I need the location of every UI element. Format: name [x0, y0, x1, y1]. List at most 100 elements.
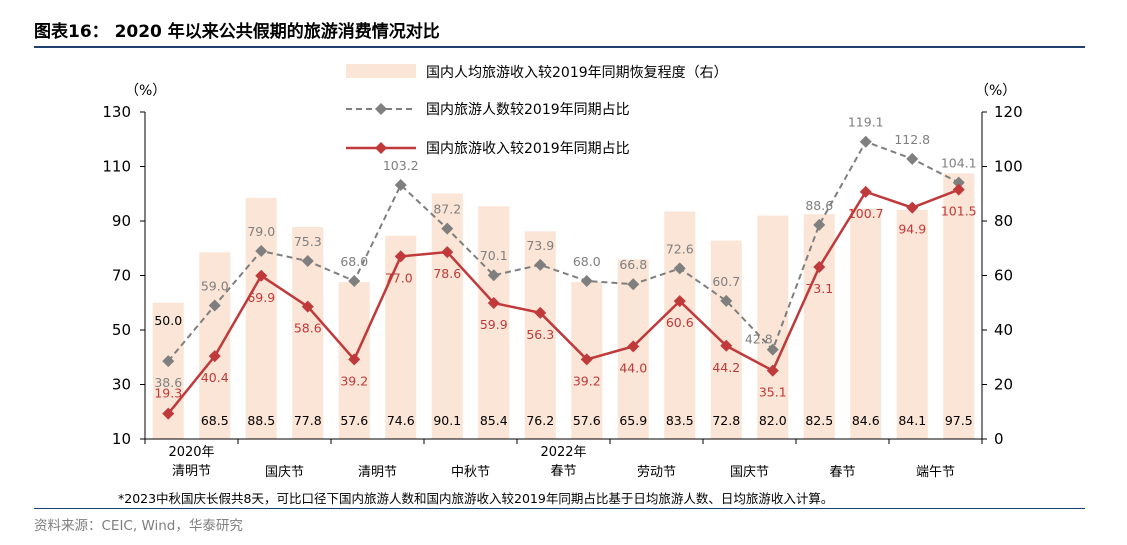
marker-visitors-12 — [720, 294, 733, 307]
marker-visitors-14 — [813, 218, 826, 231]
marker-revenue-12 — [720, 339, 733, 352]
label-revenue-1: 40.4 — [201, 370, 229, 385]
legend-marker-revenue — [375, 142, 387, 154]
label-visitors-4: 68.0 — [340, 254, 368, 269]
label-visitors-13: 42.8 — [745, 332, 773, 347]
chart: 10 30 50 70 90 110 130 0 20 40 60 80 100 120 （%） （%） 202… — [102, 64, 1023, 480]
label-bar-17: 97.5 — [945, 413, 973, 428]
label-revenue-8: 56.3 — [526, 327, 554, 342]
bar-2 — [245, 197, 277, 439]
marker-visitors-6 — [441, 222, 454, 235]
x-label-4-1: 春节 — [550, 464, 576, 479]
marker-revenue-16 — [906, 201, 919, 214]
bottom-rule — [34, 508, 1085, 509]
line-visitors — [167, 140, 960, 362]
x-label-0-0: 2020年 — [168, 445, 214, 460]
y-right-tick-label-1: 20 — [994, 376, 1013, 394]
marker-visitors-5 — [394, 179, 407, 192]
marker-visitors-9 — [580, 274, 593, 287]
label-bar-15: 84.6 — [852, 413, 880, 428]
label-revenue-15: 100.7 — [848, 206, 884, 221]
bar-17 — [943, 173, 975, 439]
label-bar-2: 88.5 — [247, 413, 275, 428]
label-revenue-6: 78.6 — [433, 266, 461, 281]
marker-revenue-7 — [487, 297, 500, 310]
label-visitors-17: 104.1 — [941, 156, 977, 171]
marker-visitors-7 — [487, 269, 500, 282]
label-bar-0: 50.0 — [154, 313, 182, 328]
label-visitors-10: 66.8 — [619, 257, 647, 272]
marker-revenue-11 — [673, 295, 686, 308]
marker-visitors-10 — [627, 278, 640, 291]
marker-revenue-6 — [441, 246, 454, 259]
bar-13 — [757, 215, 789, 439]
marker-visitors-4 — [348, 274, 361, 287]
x-label-4-0: 2022年 — [540, 445, 586, 460]
label-bar-5: 74.6 — [387, 413, 415, 428]
bar-1 — [199, 252, 231, 439]
label-bar-11: 83.5 — [666, 413, 694, 428]
marker-visitors-16 — [906, 152, 919, 165]
figure-title: 图表16： 2020 年以来公共假期的旅游消费情况对比 — [34, 22, 440, 42]
label-bar-6: 90.1 — [433, 413, 461, 428]
y-right-tick-label-0: 0 — [994, 430, 1004, 448]
y-right-tick-label-4: 80 — [994, 212, 1013, 230]
label-bar-9: 57.6 — [573, 413, 601, 428]
label-revenue-2: 69.9 — [247, 290, 275, 305]
label-revenue-12: 44.2 — [712, 360, 740, 375]
marker-visitors-17 — [952, 176, 965, 189]
x-label-0-1: 清明节 — [172, 464, 211, 479]
marker-visitors-15 — [859, 135, 872, 148]
x-label-2-0: 清明节 — [358, 465, 397, 480]
label-bar-14: 82.5 — [805, 413, 833, 428]
label-visitors-16: 112.8 — [894, 132, 930, 147]
label-visitors-9: 68.0 — [573, 254, 601, 269]
x-label-6-0: 国庆节 — [730, 465, 769, 480]
y-right-tick-label-2: 40 — [994, 321, 1013, 339]
y-right-tick-label-5: 100 — [994, 158, 1023, 176]
label-revenue-11: 60.6 — [666, 315, 694, 330]
marker-revenue-3 — [301, 300, 314, 313]
footnote: *2023中秋国庆长假共8天，可比口径下国内旅游人数和国内旅游收入较2019年同… — [118, 491, 834, 506]
marker-revenue-15 — [859, 185, 872, 198]
legend-swatch-bar — [346, 64, 416, 78]
title-rule — [34, 46, 1085, 48]
label-bar-4: 57.6 — [340, 413, 368, 428]
x-label-3-0: 中秋节 — [451, 465, 490, 480]
legend-label-revenue: 国内旅游收入较2019年同期占比 — [426, 141, 630, 157]
label-revenue-4: 39.2 — [340, 373, 368, 388]
y-left-unit: （%） — [125, 83, 166, 99]
legend-label-bar: 国内人均旅游收入较2019年同期恢复程度（右） — [426, 64, 728, 81]
marker-revenue-2 — [255, 269, 268, 282]
marker-visitors-1 — [208, 299, 221, 312]
label-bar-3: 77.8 — [294, 413, 322, 428]
label-visitors-0: 38.6 — [154, 375, 182, 390]
y-right-tick-label-6: 120 — [994, 103, 1023, 121]
marker-revenue-9 — [580, 353, 593, 366]
x-label-1-0: 国庆节 — [265, 465, 304, 480]
legend-label-visitors: 国内旅游人数较2019年同期占比 — [426, 102, 630, 118]
label-visitors-11: 72.6 — [666, 241, 694, 256]
label-revenue-9: 39.2 — [573, 373, 601, 388]
label-bar-16: 84.1 — [898, 413, 926, 428]
y-left-tick-label-0: 10 — [112, 430, 131, 448]
label-visitors-1: 59.0 — [201, 278, 229, 293]
legend-marker-visitors — [375, 103, 387, 115]
y-left-tick-label-2: 50 — [112, 321, 131, 339]
marker-revenue-8 — [534, 306, 547, 319]
x-label-5-0: 劳动节 — [637, 464, 676, 480]
label-visitors-7: 70.1 — [480, 248, 508, 263]
label-bar-7: 85.4 — [480, 413, 508, 428]
label-revenue-16: 94.9 — [898, 222, 926, 237]
marker-revenue-17 — [952, 183, 965, 196]
bar-11 — [664, 211, 696, 439]
marker-revenue-4 — [348, 353, 361, 366]
y-left-tick-label-3: 70 — [112, 267, 131, 285]
marker-revenue-1 — [208, 350, 221, 363]
y-left-tick-label-5: 110 — [102, 158, 131, 176]
label-revenue-17: 101.5 — [941, 204, 977, 219]
label-bar-13: 82.0 — [759, 413, 787, 428]
marker-visitors-8 — [534, 258, 547, 271]
y-left-tick-label-6: 130 — [102, 103, 131, 121]
bar-7 — [478, 206, 510, 439]
